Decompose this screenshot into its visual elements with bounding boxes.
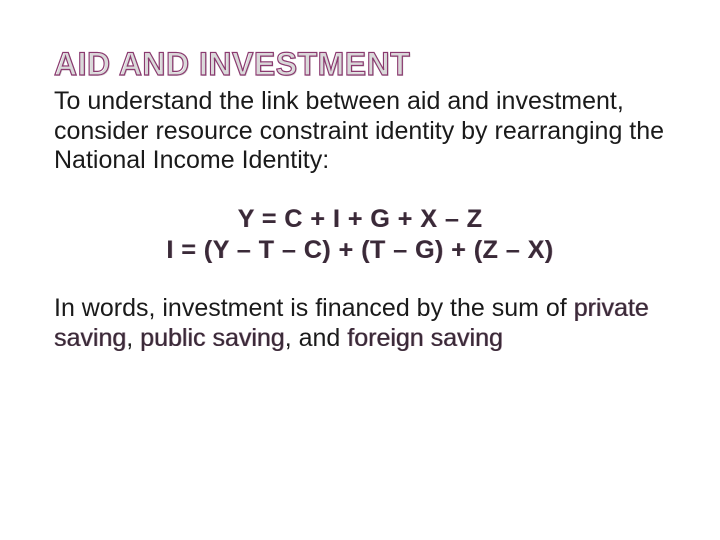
para2-pre: In words, investment is financed by the … — [54, 294, 574, 322]
conclusion-paragraph: In words, investment is financed by the … — [54, 294, 666, 353]
slide-title: AID AND INVESTMENT — [54, 46, 666, 83]
keyword-foreign-saving: foreign saving — [347, 324, 503, 352]
equation-block: Y = C + I + G + X – Z I = (Y – T – C) + … — [54, 204, 666, 267]
intro-paragraph: To understand the link between aid and i… — [54, 87, 666, 176]
keyword-public-saving: public saving — [140, 324, 285, 352]
equation-1: Y = C + I + G + X – Z — [54, 204, 666, 235]
para2-sep1: , — [126, 324, 140, 352]
para2-sep2: , and — [285, 324, 348, 352]
equation-2: I = (Y – T – C) + (T – G) + (Z – X) — [54, 235, 666, 266]
